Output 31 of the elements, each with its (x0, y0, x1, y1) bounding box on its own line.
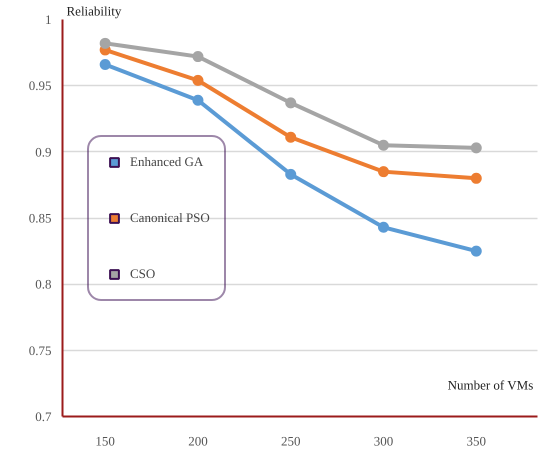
x-axis-title: Number of VMs (448, 378, 534, 393)
y-axis-title: Reliability (66, 4, 122, 18)
point (470, 172, 482, 184)
y-tick-label: 0.75 (28, 342, 52, 358)
y-tick-label: 1 (45, 12, 52, 27)
point (285, 168, 296, 180)
y-tick-label: 0.85 (28, 210, 52, 226)
point (378, 140, 389, 151)
point (100, 38, 111, 49)
point (192, 51, 204, 62)
y-tick-label: 0.95 (28, 78, 52, 94)
x-tick-label: 350 (466, 434, 486, 448)
point (100, 59, 111, 70)
legend-label: Canonical PSO (130, 210, 210, 226)
y-tick-label: 0.7 (35, 409, 52, 424)
legend-label: CSO (130, 266, 156, 282)
point (470, 246, 482, 257)
point (192, 74, 204, 86)
point (378, 222, 389, 233)
point (192, 94, 204, 106)
point (378, 166, 389, 178)
x-tick-label: 200 (188, 434, 208, 448)
x-tick-label: 300 (374, 434, 394, 448)
x-tick-label: 150 (95, 434, 115, 448)
point (470, 142, 482, 154)
y-tick-label: 0.8 (35, 276, 52, 292)
legend-label: Enhanced GA (130, 154, 204, 170)
y-tick-label: 0.9 (35, 144, 52, 160)
x-tick-label: 250 (280, 434, 300, 448)
point (285, 132, 296, 143)
point (285, 97, 296, 108)
